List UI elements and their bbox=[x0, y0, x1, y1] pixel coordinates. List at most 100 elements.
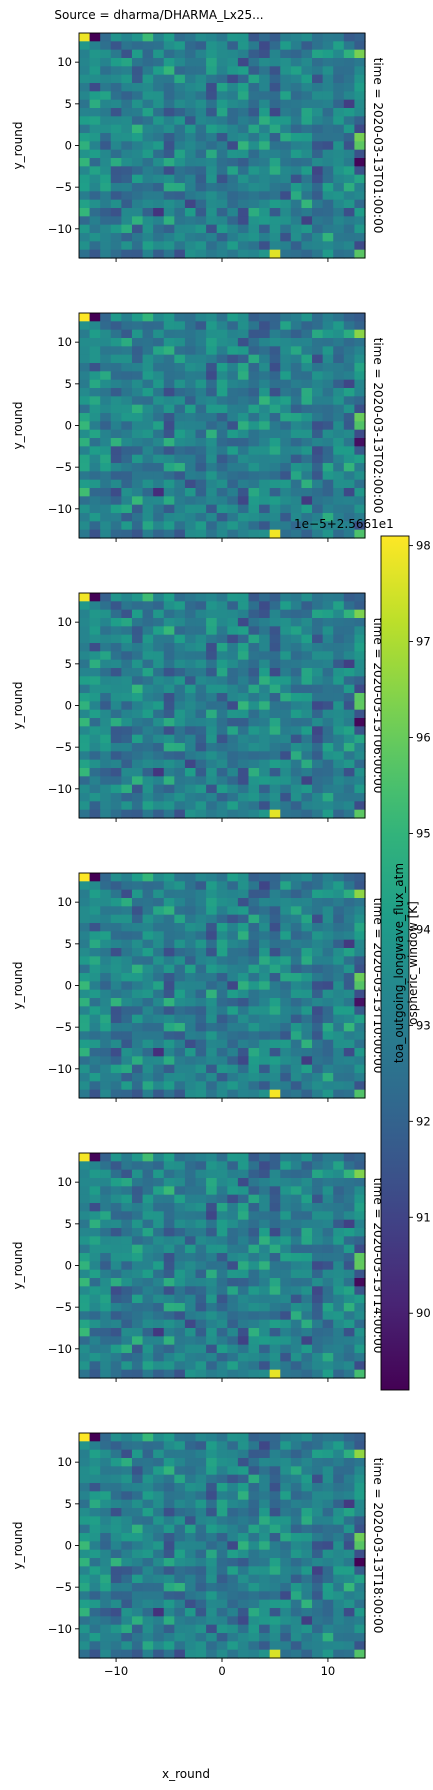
heatmap-cell bbox=[195, 1369, 207, 1379]
heatmap-cell bbox=[269, 1558, 281, 1567]
heatmap-cell bbox=[269, 776, 281, 786]
heatmap-cell bbox=[206, 1311, 218, 1321]
heatmap-cell bbox=[131, 981, 144, 991]
heatmap-cell bbox=[206, 1253, 218, 1262]
heatmap-cell bbox=[110, 346, 122, 356]
heatmap-cell bbox=[354, 1616, 366, 1626]
heatmap-cell bbox=[237, 1194, 250, 1204]
heatmap-cell bbox=[312, 1303, 324, 1312]
heatmap-cell bbox=[333, 1219, 345, 1229]
heatmap-cell bbox=[227, 496, 239, 506]
heatmap-cell bbox=[280, 1153, 292, 1162]
heatmap-cell bbox=[301, 751, 313, 761]
heatmap-cell bbox=[301, 1353, 313, 1362]
heatmap-cell bbox=[354, 329, 366, 339]
heatmap-cell bbox=[100, 33, 112, 42]
heatmap-cell bbox=[131, 948, 144, 957]
heatmap-cell bbox=[153, 1303, 165, 1312]
heatmap-cell bbox=[237, 1228, 250, 1237]
heatmap-cell bbox=[343, 1236, 355, 1246]
heatmap-cell bbox=[301, 116, 313, 126]
heatmap-cell bbox=[269, 1499, 281, 1509]
heatmap-cell bbox=[216, 989, 228, 999]
heatmap-cell bbox=[312, 1508, 324, 1517]
heatmap-cell bbox=[184, 141, 197, 151]
heatmap-cell bbox=[89, 488, 101, 497]
heatmap-cell bbox=[89, 429, 101, 439]
heatmap-cell bbox=[89, 659, 101, 669]
heatmap-cell bbox=[269, 454, 281, 464]
heatmap-cell bbox=[216, 726, 228, 736]
heatmap-cell bbox=[195, 1031, 207, 1041]
heatmap-cell bbox=[248, 208, 260, 217]
heatmap-cell bbox=[354, 1211, 366, 1221]
heatmap-cell bbox=[89, 1608, 101, 1617]
heatmap-cell bbox=[269, 668, 281, 677]
heatmap-cell bbox=[174, 149, 186, 159]
heatmap-cell bbox=[216, 371, 228, 381]
heatmap-cell bbox=[121, 208, 133, 217]
heatmap-cell bbox=[142, 1458, 154, 1467]
heatmap-cell bbox=[280, 1558, 292, 1567]
heatmap-cell bbox=[269, 1039, 281, 1049]
heatmap-cell bbox=[312, 981, 324, 991]
heatmap-cell bbox=[259, 1048, 271, 1057]
heatmap-cell bbox=[100, 693, 112, 702]
heatmap-cell bbox=[206, 1186, 218, 1196]
heatmap-cell bbox=[174, 609, 186, 619]
heatmap-cell bbox=[110, 1039, 122, 1049]
heatmap-cell bbox=[280, 1228, 292, 1237]
heatmap-cell bbox=[248, 66, 260, 76]
heatmap-cell bbox=[174, 634, 186, 644]
heatmap-cell bbox=[343, 1533, 355, 1542]
heatmap-cell bbox=[100, 1549, 112, 1559]
heatmap-cell bbox=[280, 241, 292, 251]
heatmap-cell bbox=[322, 241, 334, 251]
heatmap-cell bbox=[312, 609, 324, 619]
heatmap-cell bbox=[153, 659, 165, 669]
heatmap-cell bbox=[280, 141, 292, 151]
heatmap-cell bbox=[195, 174, 207, 184]
heatmap-cell bbox=[290, 1361, 303, 1371]
heatmap-cell bbox=[110, 74, 122, 84]
heatmap-cell bbox=[333, 124, 345, 134]
heatmap-cell bbox=[110, 313, 122, 322]
heatmap-cell bbox=[354, 906, 366, 916]
heatmap-cell bbox=[322, 191, 334, 201]
heatmap-cell bbox=[174, 429, 186, 439]
heatmap-cell bbox=[312, 1499, 324, 1509]
heatmap-cell bbox=[259, 1228, 271, 1237]
heatmap-cell bbox=[259, 233, 271, 242]
heatmap-cell bbox=[333, 404, 345, 414]
heatmap-cell bbox=[301, 1219, 313, 1229]
heatmap-cell bbox=[89, 1499, 101, 1509]
heatmap-cell bbox=[354, 1599, 366, 1609]
heatmap-cell bbox=[121, 1491, 133, 1501]
heatmap-cell bbox=[153, 83, 165, 92]
heatmap-cell bbox=[163, 41, 175, 51]
heatmap-cell bbox=[354, 1039, 366, 1049]
heatmap-cell bbox=[206, 1073, 218, 1082]
heatmap-cell bbox=[290, 1319, 303, 1329]
heatmap-cell bbox=[269, 1574, 281, 1584]
heatmap-cell bbox=[110, 354, 122, 364]
heatmap-cell bbox=[121, 1023, 133, 1032]
heatmap-cell bbox=[89, 463, 101, 472]
heatmap-cell bbox=[259, 1194, 271, 1204]
heatmap-cell bbox=[248, 224, 260, 234]
heatmap-cell bbox=[301, 743, 313, 752]
heatmap-cell bbox=[354, 504, 366, 514]
heatmap-cell bbox=[301, 313, 313, 322]
heatmap-cell bbox=[216, 718, 228, 727]
heatmap-cell bbox=[79, 906, 91, 916]
heatmap-cell bbox=[206, 354, 218, 364]
heatmap-cell bbox=[301, 521, 313, 531]
heatmap-cell bbox=[322, 1031, 334, 1041]
heatmap-cell bbox=[89, 626, 101, 636]
heatmap-cell bbox=[227, 421, 239, 431]
x-tick-label: 10 bbox=[321, 1664, 336, 1678]
heatmap-cell bbox=[153, 41, 165, 51]
heatmap-cell bbox=[89, 1516, 101, 1526]
heatmap-cell bbox=[269, 676, 281, 686]
heatmap-cell bbox=[216, 906, 228, 916]
